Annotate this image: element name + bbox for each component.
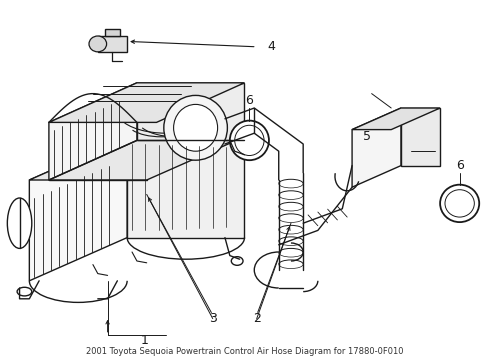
Text: 5: 5 <box>362 130 370 143</box>
Text: 4: 4 <box>267 40 275 53</box>
Ellipse shape <box>173 104 217 151</box>
Polygon shape <box>127 137 244 238</box>
Polygon shape <box>351 108 400 187</box>
Ellipse shape <box>439 185 478 222</box>
Ellipse shape <box>444 190 473 217</box>
Polygon shape <box>29 137 127 281</box>
Ellipse shape <box>89 36 106 52</box>
Ellipse shape <box>163 95 227 160</box>
Polygon shape <box>29 137 244 180</box>
Polygon shape <box>49 83 137 180</box>
Polygon shape <box>400 108 439 166</box>
Text: 6: 6 <box>455 159 463 172</box>
Polygon shape <box>49 83 244 122</box>
Polygon shape <box>351 108 439 130</box>
Ellipse shape <box>17 287 32 296</box>
Text: 6: 6 <box>245 94 253 107</box>
Ellipse shape <box>229 121 268 160</box>
Text: 2: 2 <box>252 312 260 325</box>
Polygon shape <box>105 29 120 36</box>
Polygon shape <box>137 83 244 140</box>
Text: 3: 3 <box>208 312 216 325</box>
Polygon shape <box>98 36 127 52</box>
Ellipse shape <box>234 125 264 156</box>
Text: 1: 1 <box>140 334 148 347</box>
Ellipse shape <box>231 257 243 265</box>
Ellipse shape <box>7 198 32 248</box>
Text: 2001 Toyota Sequoia Powertrain Control Air Hose Diagram for 17880-0F010: 2001 Toyota Sequoia Powertrain Control A… <box>85 347 403 356</box>
